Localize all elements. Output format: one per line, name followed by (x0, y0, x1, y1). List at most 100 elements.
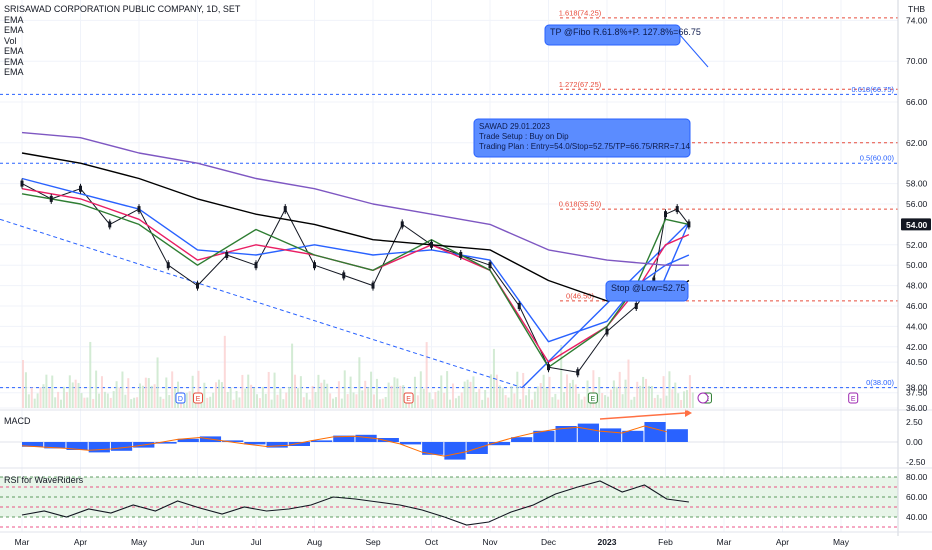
volume-bar (580, 399, 583, 408)
candle-body (137, 206, 141, 213)
volume-bar (241, 374, 244, 408)
volume-bar (522, 372, 525, 408)
currency-label: THB (908, 4, 925, 14)
volume-bar (437, 390, 440, 408)
volume-bar (384, 397, 387, 408)
volume-bar (367, 387, 370, 408)
volume-bar (33, 398, 36, 408)
macd-histogram-bar (444, 442, 466, 460)
volume-bar (258, 398, 261, 408)
current-price-label: 54.00 (906, 220, 928, 230)
volume-bar (691, 392, 694, 408)
volume-bar (513, 393, 516, 408)
macd-pane-title[interactable]: MACD (4, 416, 31, 426)
candle-body (79, 185, 82, 192)
event-marker (848, 392, 859, 404)
volume-bar (121, 371, 124, 408)
volume-bar (656, 394, 659, 408)
candle-body (517, 303, 521, 309)
macd-histogram-bar (488, 442, 511, 446)
volume-bar (469, 381, 472, 408)
volume-bar (282, 399, 285, 408)
volume-bar (563, 392, 566, 408)
setup-callout-text: Trade Setup : Buy on Dip (479, 132, 569, 141)
candle-body (488, 262, 492, 269)
rsi-pane-title[interactable]: RSI for WaveRiders (4, 475, 84, 485)
volume-bar (612, 380, 615, 408)
volume-bar (174, 388, 177, 408)
y-tick-label: 58.00 (906, 179, 928, 189)
volume-bar (604, 395, 607, 408)
trendline-stop (659, 222, 690, 291)
volume-bar (89, 341, 92, 408)
volume-bar (577, 393, 580, 408)
volume-bar (428, 392, 431, 408)
indicator-volume[interactable]: Vol (4, 35, 17, 46)
volume-bar (188, 391, 191, 408)
volume-bar (510, 386, 513, 408)
y-tick-label: 37.50 (906, 388, 928, 398)
volume-bar (273, 372, 276, 408)
volume-bar (346, 394, 349, 408)
volume-bar (103, 391, 106, 408)
volume-bar (270, 399, 273, 408)
volume-bar (65, 391, 68, 408)
volume-bar (86, 397, 89, 408)
indicator-ema-3[interactable]: EMA (4, 46, 24, 56)
candle-body (20, 180, 24, 187)
volume-bar (323, 379, 326, 408)
candle-body (459, 252, 463, 258)
volume-bar (141, 385, 144, 408)
volume-bar (419, 371, 422, 408)
macd-divergence-arrow (599, 412, 686, 420)
candle-body (283, 206, 287, 213)
macd-tick-label: 0.00 (906, 437, 923, 447)
fib-level-label: 0(46.50) (566, 291, 594, 300)
volume-bar (393, 377, 396, 408)
volume-bar (276, 394, 279, 408)
y-tick-label: 70.00 (906, 56, 928, 66)
candle-body (254, 262, 258, 269)
volume-bar (598, 377, 601, 408)
event-marker (403, 392, 414, 404)
volume-bar (358, 357, 361, 408)
event-marker-label: E (406, 396, 411, 403)
volume-bar (548, 376, 551, 408)
volume-bar (229, 387, 232, 408)
volume-bar (80, 393, 83, 408)
indicator-ema-4[interactable]: EMA (4, 56, 24, 67)
macd-histogram-bar (177, 438, 199, 442)
volume-bar (478, 388, 481, 408)
candle-body (196, 282, 199, 289)
x-tick-label: Jul (251, 537, 262, 547)
volume-bar (206, 397, 209, 408)
volume-bar (618, 371, 621, 408)
y-tick-label: 50.00 (906, 260, 928, 270)
volume-bar (77, 382, 80, 408)
macd-histogram-bar (244, 442, 266, 445)
volume-bar (71, 382, 74, 408)
indicator-ema-2[interactable]: EMA (4, 25, 24, 35)
rsi-tick-label: 40.00 (906, 512, 928, 522)
x-tick-label: May (833, 537, 850, 547)
x-tick-label: Sep (365, 537, 380, 547)
volume-bar (387, 382, 390, 408)
candle-body (342, 272, 346, 279)
volume-bar (320, 382, 323, 408)
volume-bar (662, 376, 665, 408)
y-tick-label: 66.00 (906, 97, 928, 107)
volume-bar (27, 394, 30, 408)
volume-bar (674, 382, 677, 408)
volume-bar (109, 397, 112, 408)
volume-bar (688, 375, 691, 408)
setup-callout-text: Trading Plan : Entry=54.0/Stop=52.75/TP=… (479, 142, 691, 151)
macd-histogram-bar (266, 442, 288, 448)
volume-bar (650, 385, 653, 408)
indicator-ema-1[interactable]: EMA (4, 14, 24, 25)
volume-bar (139, 383, 141, 408)
indicator-ema-5[interactable]: EMA (4, 67, 24, 77)
volume-bar (566, 374, 569, 408)
volume-bar (217, 379, 220, 408)
volume-bar (487, 397, 490, 408)
